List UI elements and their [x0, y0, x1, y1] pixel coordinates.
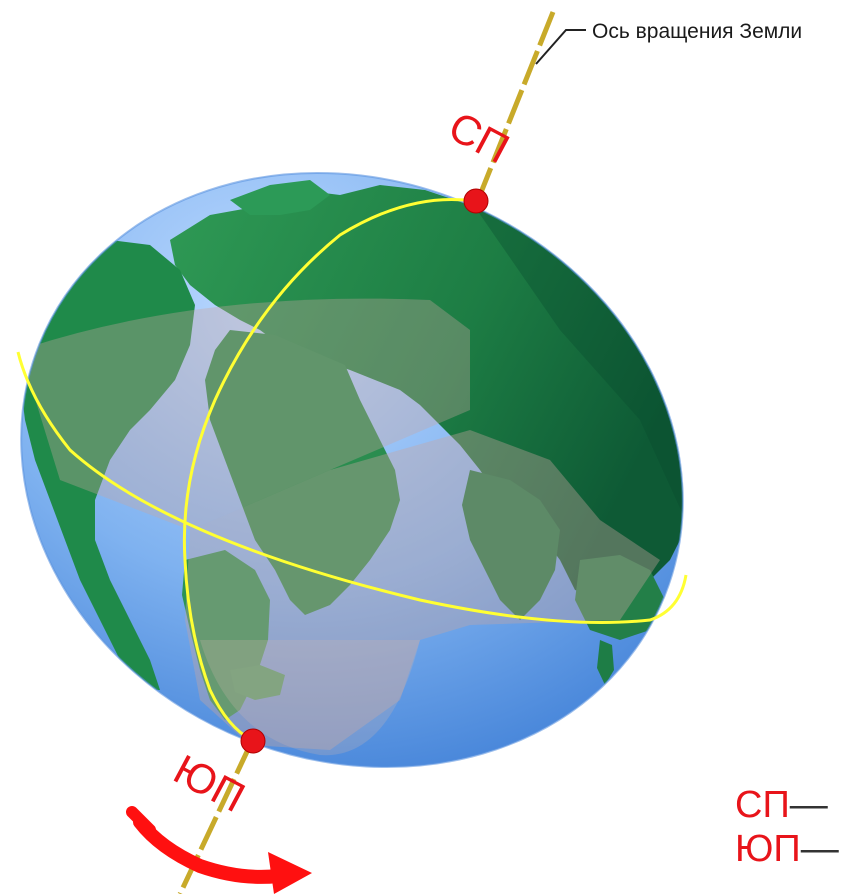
landmass-south	[230, 665, 285, 700]
south-pole-marker	[240, 728, 266, 754]
landmass-africa	[205, 330, 400, 615]
globe	[20, 171, 695, 769]
landmass-eurasia	[170, 185, 695, 600]
meridian	[182, 197, 475, 742]
legend-north-pole-abbr: СП	[735, 784, 790, 826]
landmass-india	[462, 470, 560, 620]
equator	[16, 351, 688, 624]
north-pole-marker	[463, 188, 489, 214]
shade-lower	[185, 430, 660, 750]
landmass-north	[230, 180, 330, 215]
axis-label-leader	[535, 29, 586, 65]
rotation-arrow-icon	[126, 806, 312, 894]
legend-north-pole-dash: —	[789, 784, 828, 826]
landmass-island	[597, 640, 614, 685]
axis-label: Ось вращения Земли	[592, 20, 803, 43]
landmass-americas	[20, 240, 195, 690]
landmass-australia	[575, 555, 665, 640]
legend-south-pole-abbr: ЮП	[735, 828, 801, 870]
shade-hemisphere	[200, 640, 420, 756]
legend-south-pole: ЮП—	[735, 830, 839, 868]
rotation-axis-top	[475, 11, 556, 201]
shade-upper	[20, 298, 470, 530]
legend-north-pole: СП—	[735, 786, 828, 824]
legend-south-pole-dash: —	[800, 828, 839, 870]
